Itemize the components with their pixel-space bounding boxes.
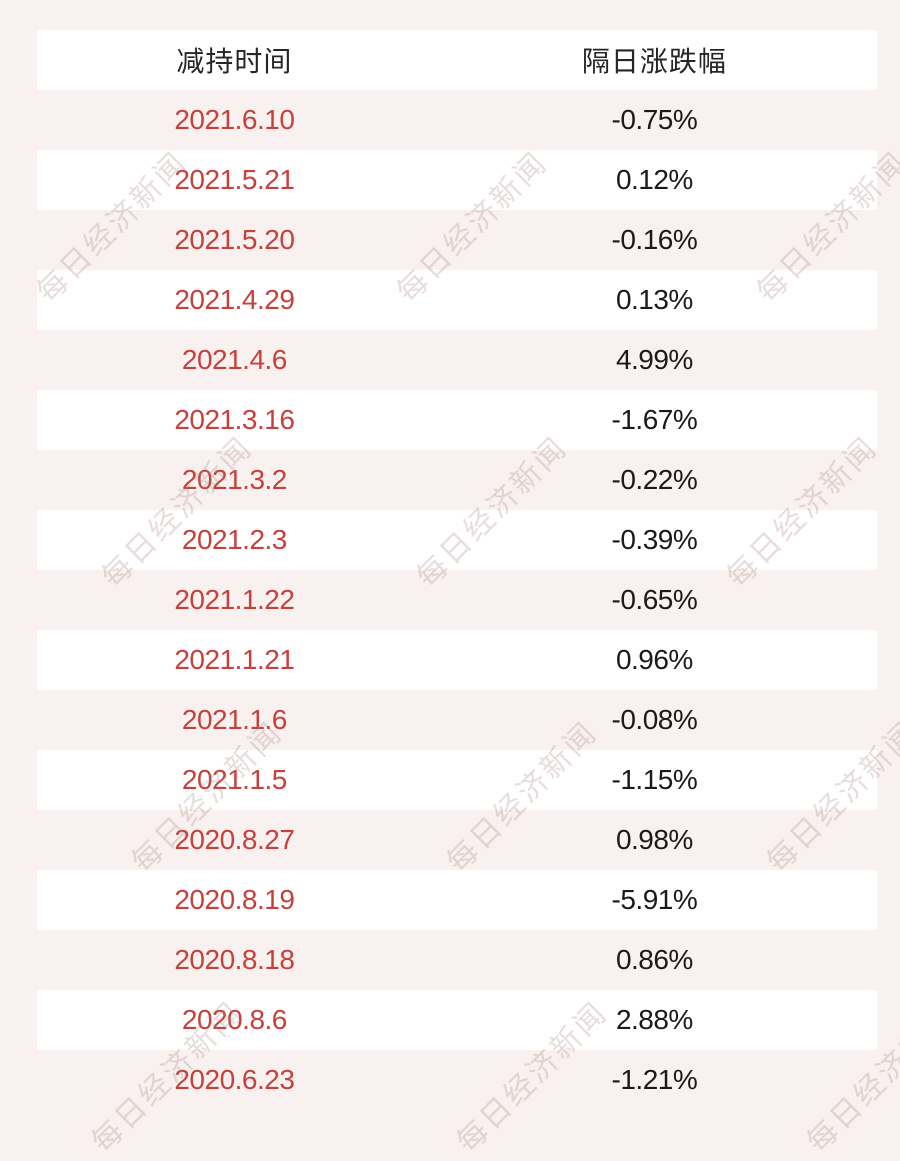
change-percent-cell: -0.16%: [611, 224, 698, 255]
table-row: 2020.8.19 -5.91%: [37, 870, 877, 930]
table-row: 2021.4.29 0.13%: [37, 270, 877, 330]
change-percent-cell: -0.39%: [611, 524, 698, 555]
reduction-date-cell: 2021.1.5: [181, 764, 287, 795]
reduction-date-cell: 2021.5.20: [174, 224, 295, 255]
reduction-date-cell: 2021.1.21: [174, 644, 295, 675]
table-row: 2020.6.23 -1.21%: [37, 1050, 877, 1110]
table-row: 2021.3.16 -1.67%: [37, 390, 877, 450]
reduction-date-cell: 2020.8.19: [174, 884, 295, 915]
table-row: 2021.1.21 0.96%: [37, 630, 877, 690]
reduction-date-cell: 2021.1.6: [181, 704, 287, 735]
change-percent-cell: -5.91%: [611, 884, 698, 915]
reduction-date-cell: 2021.2.3: [181, 524, 287, 555]
reduction-date-cell: 2021.5.21: [174, 164, 295, 195]
reduction-date-cell: 2020.8.27: [174, 824, 295, 855]
change-percent-cell: 2.88%: [615, 1004, 693, 1035]
reduction-table: 减持时间 隔日涨跌幅 2021.6.10 -0.75% 2021.5.21 0.…: [37, 30, 877, 1110]
change-percent-cell: -1.15%: [611, 764, 698, 795]
column-header-next-day-change: 隔日涨跌幅: [581, 46, 727, 77]
reduction-date-cell: 2021.1.22: [174, 584, 295, 615]
change-percent-cell: 0.13%: [615, 284, 693, 315]
table-row: 2020.8.18 0.86%: [37, 930, 877, 990]
change-percent-cell: -1.21%: [611, 1064, 698, 1095]
table-row: 2021.6.10 -0.75%: [37, 90, 877, 150]
table-row: 2021.1.6 -0.08%: [37, 690, 877, 750]
change-percent-cell: 4.99%: [615, 344, 693, 375]
change-percent-cell: -0.08%: [611, 704, 698, 735]
table-row: 2021.5.21 0.12%: [37, 150, 877, 210]
reduction-date-cell: 2020.8.18: [174, 944, 295, 975]
table-header-row: 减持时间 隔日涨跌幅: [37, 30, 877, 90]
reduction-date-cell: 2020.6.23: [174, 1064, 295, 1095]
change-percent-cell: 0.96%: [615, 644, 693, 675]
table-row: 2021.1.22 -0.65%: [37, 570, 877, 630]
table-row: 2021.1.5 -1.15%: [37, 750, 877, 810]
table-row: 2021.3.2 -0.22%: [37, 450, 877, 510]
reduction-date-cell: 2021.6.10: [174, 104, 295, 135]
change-percent-cell: 0.86%: [615, 944, 693, 975]
reduction-date-cell: 2020.8.6: [181, 1004, 287, 1035]
table-row: 2021.4.6 4.99%: [37, 330, 877, 390]
change-percent-cell: -0.75%: [611, 104, 698, 135]
change-percent-cell: -1.67%: [611, 404, 698, 435]
table-row: 2021.2.3 -0.39%: [37, 510, 877, 570]
reduction-date-cell: 2021.3.16: [174, 404, 295, 435]
change-percent-cell: -0.65%: [611, 584, 698, 615]
table-row: 2021.5.20 -0.16%: [37, 210, 877, 270]
change-percent-cell: 0.12%: [615, 164, 693, 195]
change-percent-cell: 0.98%: [615, 824, 693, 855]
reduction-date-cell: 2021.4.6: [181, 344, 287, 375]
table-row: 2020.8.6 2.88%: [37, 990, 877, 1050]
change-percent-cell: -0.22%: [611, 464, 698, 495]
reduction-date-cell: 2021.3.2: [181, 464, 287, 495]
reduction-date-cell: 2021.4.29: [174, 284, 295, 315]
table-row: 2020.8.27 0.98%: [37, 810, 877, 870]
column-header-reduction-time: 减持时间: [176, 46, 293, 77]
